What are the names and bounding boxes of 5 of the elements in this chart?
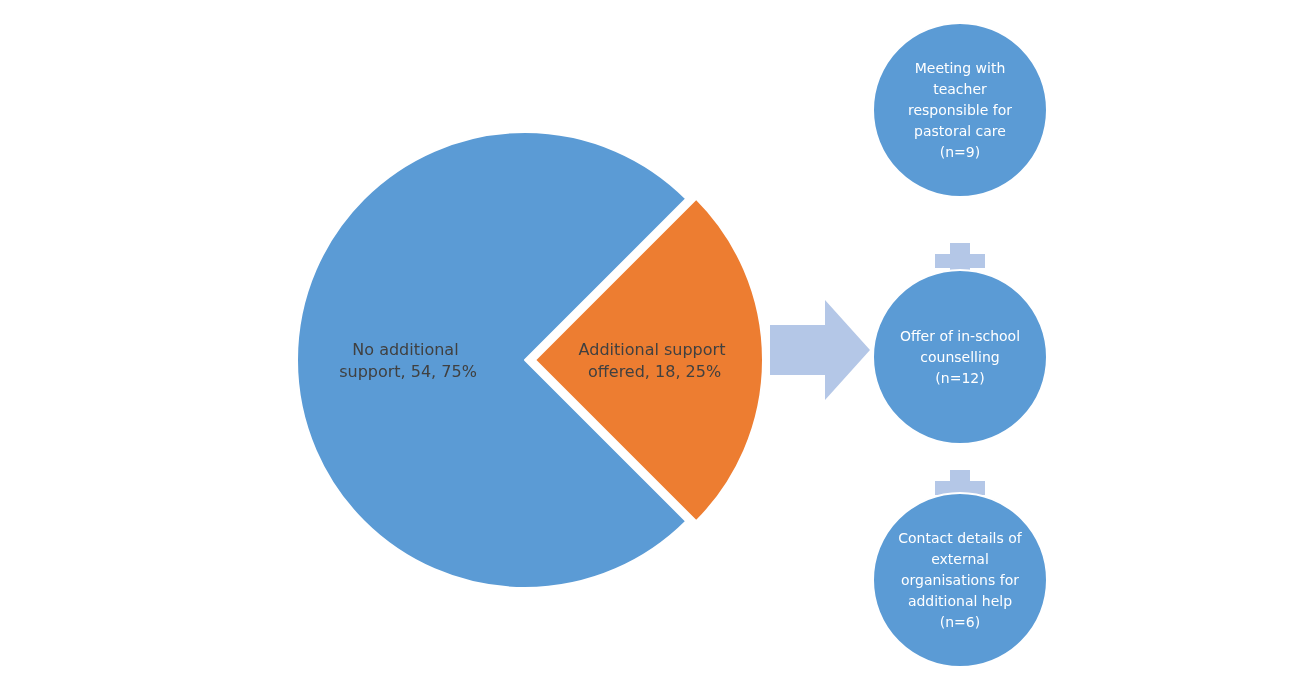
slice-label: Additional support offered, 18, 25%: [578, 339, 726, 381]
circle: Meeting with teacher responsible for pastoral care (n=9): [872, 22, 1048, 198]
circle: Offer of in-school counselling (n=12): [872, 269, 1048, 445]
slice-label: No additional support, 54, 75%: [339, 339, 477, 381]
circle: Contact details of external organisations for additional help (n=6): [872, 492, 1048, 668]
